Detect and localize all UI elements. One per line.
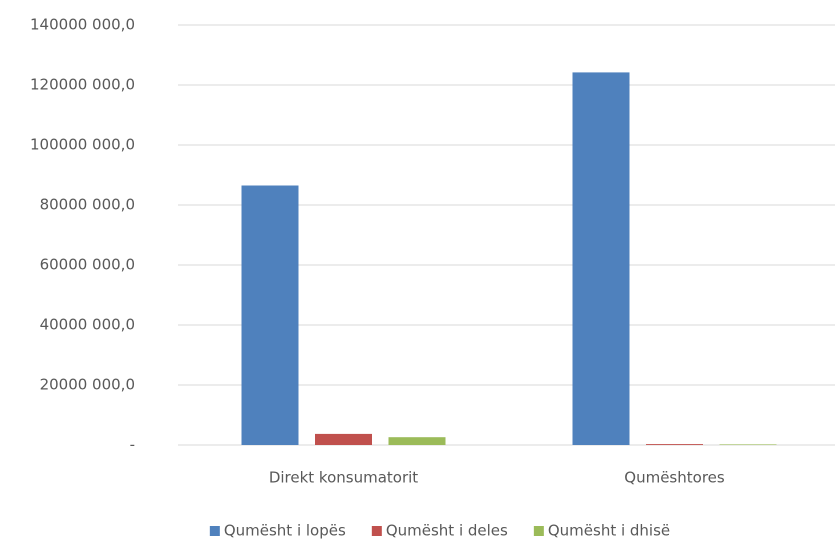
legend-swatch [533, 526, 544, 536]
y-tick-label: 60000 000,0 [40, 256, 135, 274]
y-tick-label: 140000 000,0 [30, 16, 135, 34]
y-tick-label: 80000 000,0 [40, 196, 135, 214]
y-tick-label: 40000 000,0 [40, 316, 135, 334]
legend-label: Qumësht i deles [386, 522, 508, 540]
x-tick-label: Direkt konsumatorit [269, 469, 418, 487]
bar [646, 444, 703, 445]
bar [572, 72, 630, 446]
y-tick-label: 100000 000,0 [30, 136, 135, 154]
bar [388, 437, 446, 445]
y-tick-label: - [130, 436, 135, 454]
legend-label: Qumësht i dhisë [548, 522, 670, 540]
bar [315, 433, 372, 445]
y-tick-label: 20000 000,0 [40, 376, 135, 394]
x-tick-label: Qumështores [624, 469, 725, 487]
legend-label: Qumësht i lopës [224, 522, 346, 540]
legend-swatch [209, 526, 220, 536]
bar [719, 444, 777, 445]
legend-swatch [371, 526, 382, 536]
y-tick-label: 120000 000,0 [30, 76, 135, 94]
bar [241, 185, 299, 445]
